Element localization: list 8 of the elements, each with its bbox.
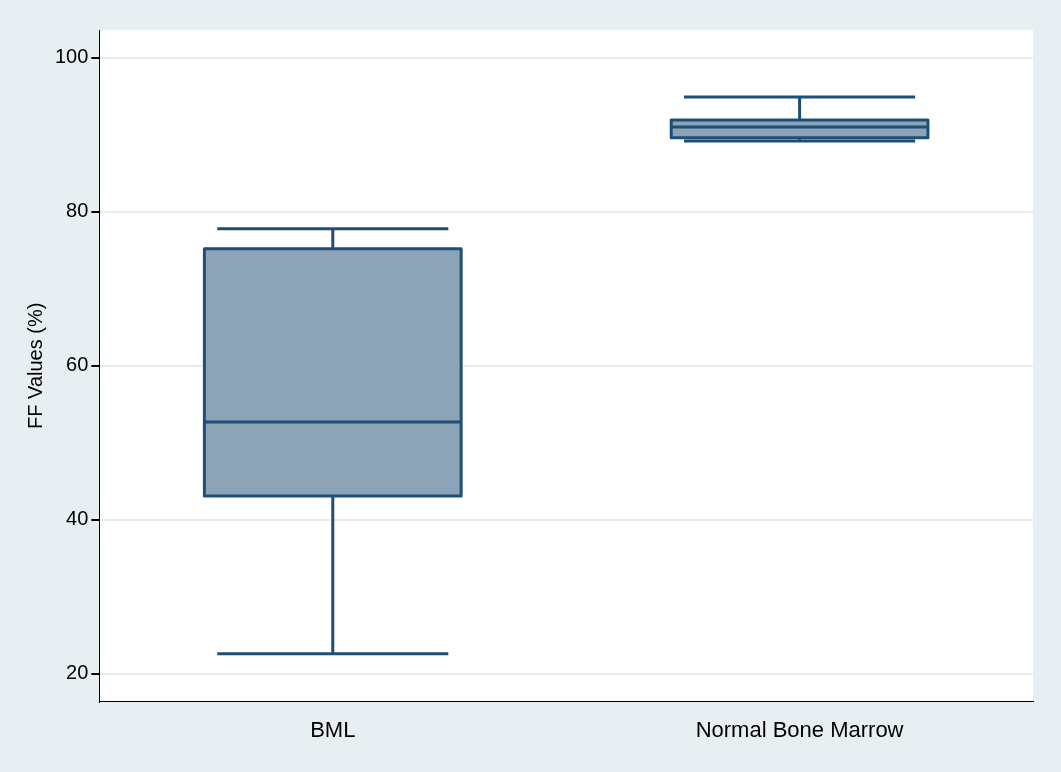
y-tick-label: 40	[66, 507, 89, 530]
y-tick-label: 20	[66, 661, 89, 684]
y-tick-label: 60	[66, 353, 89, 376]
x-tick-label: Normal Bone Marrow	[695, 716, 904, 742]
y-axis-title: FF Values (%)	[23, 302, 46, 429]
y-tick-label: 80	[66, 199, 89, 222]
y-tick-label: 100	[54, 45, 89, 68]
x-tick-label: BML	[310, 716, 356, 742]
